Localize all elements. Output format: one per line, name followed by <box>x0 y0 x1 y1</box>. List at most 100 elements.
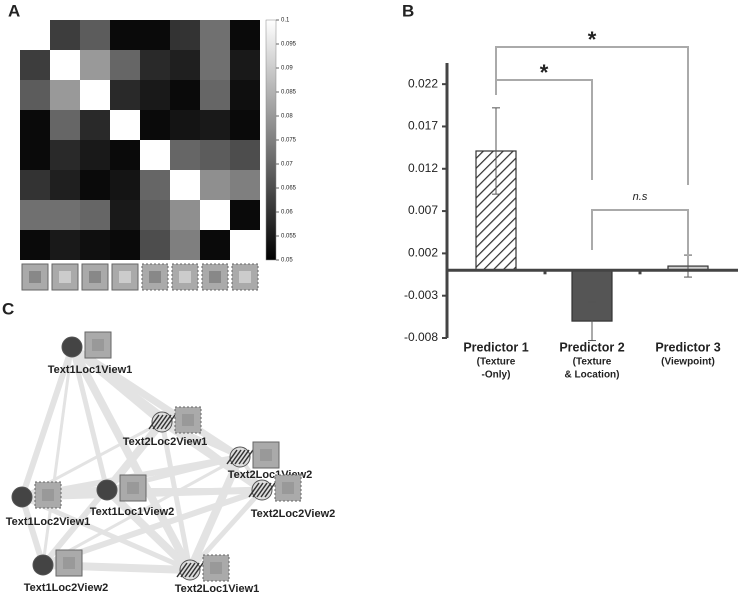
colorbar-tick-label: 0.05 <box>281 258 293 264</box>
heatmap-cell <box>200 200 230 230</box>
stimulus-icon-center <box>89 271 101 283</box>
colorbar-tick-label: 0.065 <box>281 186 297 192</box>
heatmap-cell <box>80 230 110 260</box>
heatmap-cell <box>20 80 50 110</box>
heatmap-cell <box>170 140 200 170</box>
colorbar <box>265 19 277 261</box>
edge <box>41 489 109 566</box>
node-stripe <box>234 449 246 465</box>
node-stripe <box>184 562 196 578</box>
colorbar-tick-label: 0.095 <box>281 42 297 48</box>
node-image-center <box>63 557 75 569</box>
heatmap-cell <box>230 200 260 230</box>
heatmap-cell <box>20 20 50 50</box>
node-stripe <box>180 562 192 578</box>
category-label: Predictor 1 <box>463 340 528 354</box>
heatmap-cell <box>50 170 80 200</box>
node-stripe <box>160 414 172 430</box>
edge <box>160 419 264 493</box>
node-stripe <box>252 482 264 498</box>
heatmap-cell <box>80 20 110 50</box>
heatmap-cell <box>50 230 80 260</box>
node-stripe <box>256 482 268 498</box>
heatmap-cell <box>80 140 110 170</box>
stimulus-icon <box>171 263 199 291</box>
heatmap-cell <box>140 200 170 230</box>
node-stripe <box>242 449 254 465</box>
heatmap-cell <box>140 230 170 260</box>
heatmap-cell <box>200 170 230 200</box>
node-stripe <box>264 482 276 498</box>
heatmap-cell <box>230 50 260 80</box>
edges <box>19 343 264 574</box>
heatmap-cell <box>230 110 260 140</box>
heatmap-cell <box>110 110 140 140</box>
node-label: Text1Loc1View1 <box>48 364 133 376</box>
node-image-center <box>92 339 104 351</box>
node-stripe <box>152 414 164 430</box>
panel-label: B <box>402 1 414 20</box>
colorbar-tick-label: 0.09 <box>281 66 293 72</box>
significance-bracket <box>495 79 593 180</box>
heatmap-cell <box>230 140 260 170</box>
node-label: Text1Loc2View1 <box>6 516 91 528</box>
node-texture <box>61 336 83 358</box>
colorbar-tick-label: 0.06 <box>281 210 293 216</box>
panel-label: C <box>2 299 14 318</box>
node-image-center <box>210 562 222 574</box>
category-note: (Texture <box>477 357 516 368</box>
heatmap-cell <box>80 170 110 200</box>
colorbar-tick-label: 0.085 <box>281 90 297 96</box>
heatmap-cell <box>20 230 50 260</box>
category-label: Predictor 2 <box>559 340 624 354</box>
heatmap-cell <box>170 230 200 260</box>
heatmap-cell <box>230 20 260 50</box>
heatmap-cell <box>50 110 80 140</box>
heatmap-cell <box>20 140 50 170</box>
stimulus-icon-center <box>29 271 41 283</box>
colorbar-tick-label: 0.07 <box>281 162 293 168</box>
heatmap-cell <box>80 80 110 110</box>
heatmap-cell <box>170 20 200 50</box>
y-tick-label: 0.012 <box>408 161 438 175</box>
node-stripe <box>188 562 200 578</box>
stimulus-icon-center <box>179 271 191 283</box>
heatmap-cell <box>80 50 110 80</box>
heatmap-cell <box>80 110 110 140</box>
heatmap-cell <box>170 50 200 80</box>
edge <box>19 346 75 498</box>
heatmap-cell <box>50 200 80 230</box>
heatmap-cell <box>20 200 50 230</box>
significance-bracket <box>495 46 689 185</box>
heatmap-cell <box>50 50 80 80</box>
stimulus-icon-center <box>119 271 131 283</box>
node-label: Text2Loc2View1 <box>123 436 208 448</box>
colorbar-tick-label: 0.1 <box>281 18 290 24</box>
node-stripe <box>176 562 188 578</box>
heatmap-cell <box>200 50 230 80</box>
node-texture <box>11 486 33 508</box>
category-note: -Only) <box>482 370 511 381</box>
heatmap-cell <box>170 200 200 230</box>
heatmap-cell <box>20 170 50 200</box>
heatmap-cell <box>140 50 170 80</box>
y-tick-label: 0.022 <box>408 76 438 90</box>
heatmap-cell <box>200 140 230 170</box>
heatmap-cell <box>50 80 80 110</box>
heatmap-cell <box>110 80 140 110</box>
heatmap-cell <box>230 230 260 260</box>
heatmap-cell <box>140 20 170 50</box>
heatmap-cell <box>230 80 260 110</box>
heatmap-cell <box>170 80 200 110</box>
heatmap-cell <box>110 140 140 170</box>
heatmap-cell <box>50 20 80 50</box>
node-label: Text2Loc2View2 <box>251 508 336 520</box>
edge <box>70 344 242 460</box>
heatmap-cell <box>170 110 200 140</box>
node-stripe <box>260 482 272 498</box>
heatmap-cell <box>110 200 140 230</box>
significance-label: * <box>588 27 597 52</box>
heatmap-cell <box>140 80 170 110</box>
y-tick-label: 0.017 <box>408 119 438 133</box>
